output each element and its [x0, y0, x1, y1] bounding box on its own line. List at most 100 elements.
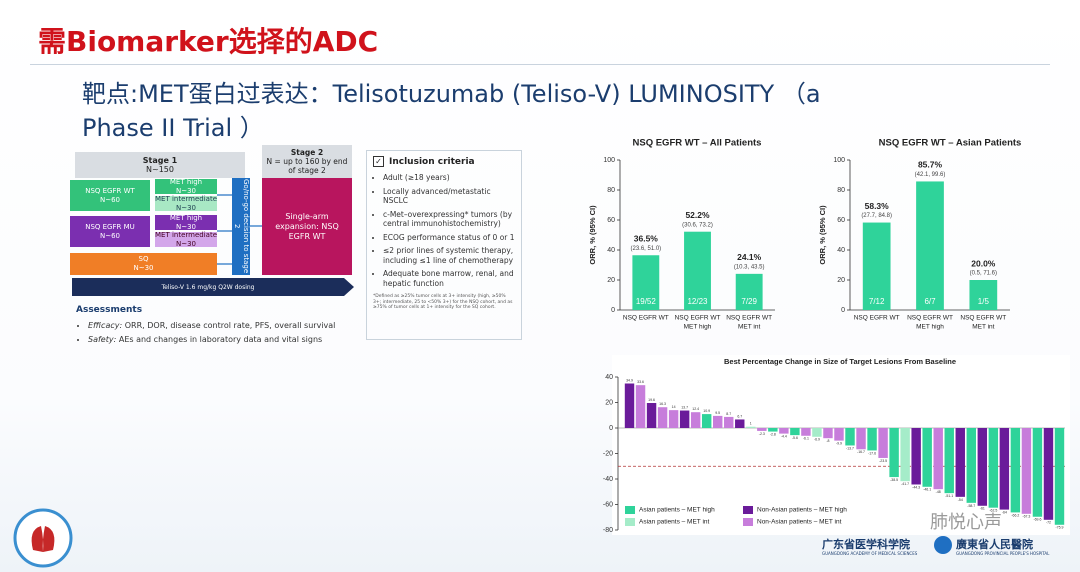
- assessment-item: Safety: AEs and changes in laboratory da…: [88, 335, 366, 344]
- y-tick-label: 100: [603, 157, 615, 164]
- value-label: -54: [958, 498, 963, 502]
- chart-title: NSQ EGFR WT – Asian Patients: [879, 138, 1022, 149]
- x-tick-label: MET high: [916, 324, 944, 331]
- bar: [690, 412, 701, 428]
- bar: [801, 428, 811, 436]
- legend-swatch: [625, 506, 635, 514]
- bar: [988, 428, 999, 508]
- value-label: 16.3: [659, 402, 666, 406]
- bar: [624, 383, 635, 428]
- value-label: 20.0%: [971, 258, 996, 268]
- value-label: -5.6: [792, 436, 798, 440]
- y-tick-label: 40: [605, 374, 613, 381]
- label: Go/no-go decision to stage 2: [233, 179, 250, 274]
- inclusion-item: Adequate bone marrow, renal, and hepatic…: [383, 269, 515, 288]
- bar: [911, 428, 921, 485]
- value-label: -4.4: [781, 435, 787, 439]
- value-label: 19.6: [648, 398, 655, 402]
- y-axis-label: ORR, % (95% CI): [818, 205, 827, 265]
- bar: [933, 428, 943, 490]
- value-label: -6.9: [814, 438, 820, 442]
- value-label: -46.1: [923, 488, 931, 492]
- value-label: 6.7: [737, 414, 742, 418]
- footnote: *Defined as ≥25% tumor cells at 3+ inten…: [373, 294, 513, 310]
- bar: [684, 231, 711, 310]
- x-tick-label: NSQ EGFR WT: [623, 315, 669, 322]
- ci-label: (0.5, 71.6): [970, 271, 997, 277]
- value-label: -75.9: [1055, 526, 1063, 530]
- x-tick-label: NSQ EGFR WT: [960, 315, 1006, 322]
- bar: [735, 273, 763, 310]
- bar: [668, 410, 679, 428]
- label: N = up to 160 by end of stage 2: [266, 157, 348, 175]
- label: N~60: [99, 231, 120, 240]
- label: Inclusion criteria: [389, 156, 475, 167]
- y-tick-label: 40: [837, 247, 845, 254]
- bar: [635, 385, 646, 428]
- value-label: 13.7: [681, 405, 688, 409]
- bar: [856, 428, 866, 450]
- value-label: -6.1: [803, 437, 809, 441]
- bar: [823, 428, 833, 439]
- logo-name: 广东省医学科学院: [822, 538, 910, 551]
- y-tick-label: 0: [609, 425, 613, 432]
- x-tick-label: MET int: [738, 324, 760, 331]
- label: N~30: [175, 222, 196, 231]
- label: Stage 2: [290, 148, 324, 157]
- bar: [916, 181, 944, 310]
- stage2-box: Single-arm expansion: NSQ EGFR WT: [262, 178, 352, 275]
- bar: [657, 407, 668, 428]
- legend-swatch: [743, 506, 753, 514]
- assessment-item: Efficacy: ORR, DOR, disease control rate…: [88, 321, 366, 330]
- y-tick-label: 60: [837, 217, 845, 224]
- value-label: -38.5: [890, 478, 898, 482]
- value-label: -17.6: [868, 451, 876, 455]
- value-label: -48: [936, 490, 941, 494]
- label: Stage 1: [142, 156, 178, 165]
- bar: [632, 255, 660, 310]
- assessments-heading: Assessments: [76, 305, 143, 315]
- bar: [1010, 428, 1021, 513]
- cohort-box: SQ N~30: [70, 253, 217, 275]
- label: MET intermediate: [155, 194, 218, 203]
- bar: [713, 415, 723, 428]
- label: Safety:: [88, 335, 117, 344]
- y-tick-label: 60: [607, 217, 615, 224]
- inclusion-item: Adult (≥18 years): [383, 173, 515, 183]
- n-label: 19/52: [636, 297, 657, 306]
- bar: [1032, 428, 1043, 517]
- bar: [977, 428, 988, 506]
- value-label: 10.9: [703, 409, 710, 413]
- y-tick-label: 0: [611, 307, 615, 314]
- inclusion-item: Locally advanced/metastatic NSCLC: [383, 187, 515, 206]
- y-tick-label: 20: [837, 277, 845, 284]
- value-label: -67.3: [1022, 515, 1030, 519]
- inclusion-heading: ✓ Inclusion criteria: [373, 156, 515, 167]
- chart-title: Best Percentage Change in Size of Target…: [724, 357, 956, 366]
- bar: [845, 428, 855, 446]
- legend-label: Non-Asian patients – MET high: [757, 507, 847, 514]
- ci-label: (27.7, 84.8): [861, 213, 892, 219]
- x-tick-label: NSQ EGFR WT: [907, 315, 953, 322]
- x-tick-label: NSQ EGFR WT: [675, 315, 721, 322]
- y-tick-label: 20: [605, 399, 613, 406]
- label: MET high: [169, 177, 203, 186]
- bar: [812, 428, 822, 437]
- subtitle: 靶点:MET蛋白过表达：Telisotuzumab (Teliso-V) LUM…: [82, 80, 821, 108]
- value-label: -61: [980, 507, 985, 511]
- value-label: 1: [750, 422, 752, 426]
- bar: [966, 428, 976, 503]
- subtitle: Phase II Trial ）: [82, 114, 264, 142]
- x-tick-label: NSQ EGFR WT: [854, 315, 900, 322]
- inclusion-item: c-Met–overexpressing* tumors (by central…: [383, 210, 515, 229]
- bar: [889, 428, 899, 478]
- label: N~60: [99, 195, 120, 204]
- value-label: -8: [826, 439, 829, 443]
- bar: [735, 419, 745, 428]
- divider: [30, 64, 1050, 65]
- label: N~30: [175, 239, 196, 248]
- n-label: 12/23: [687, 297, 708, 306]
- logo-english: GUANGDONG PROVINCIAL PEOPLE'S HOSPITAL: [956, 551, 1050, 556]
- value-label: 8.7: [726, 412, 731, 416]
